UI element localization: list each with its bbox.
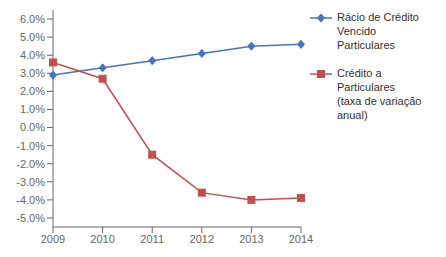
svg-text:-2.0%: -2.0%: [16, 158, 45, 170]
svg-text:6.0%: 6.0%: [20, 13, 45, 25]
svg-text:-1.0%: -1.0%: [16, 140, 45, 152]
svg-text:-5.0%: -5.0%: [16, 212, 45, 224]
svg-text:2009: 2009: [41, 233, 65, 245]
svg-text:2013: 2013: [239, 233, 263, 245]
svg-text:2010: 2010: [90, 233, 114, 245]
svg-text:5.0%: 5.0%: [20, 31, 45, 43]
svg-text:-3.0%: -3.0%: [16, 176, 45, 188]
html-text:Crédito a Particulares (taxa d: Crédito a Particulares (taxa de variação…: [337, 67, 422, 121]
html-text:Rácio de Crédito Vencido Parti: Rácio de Crédito Vencido Particulares: [337, 11, 419, 51]
svg-text:4.0%: 4.0%: [20, 49, 45, 61]
svg-text:2014: 2014: [289, 233, 313, 245]
svg-text:2012: 2012: [190, 233, 214, 245]
svg-text:0.0%: 0.0%: [20, 121, 45, 133]
svg-text:3.0%: 3.0%: [20, 67, 45, 79]
svg-text:2.0%: 2.0%: [20, 85, 45, 97]
svg-text:-4.0%: -4.0%: [16, 194, 45, 206]
svg-text:2011: 2011: [140, 233, 164, 245]
svg-text:1.0%: 1.0%: [20, 103, 45, 115]
